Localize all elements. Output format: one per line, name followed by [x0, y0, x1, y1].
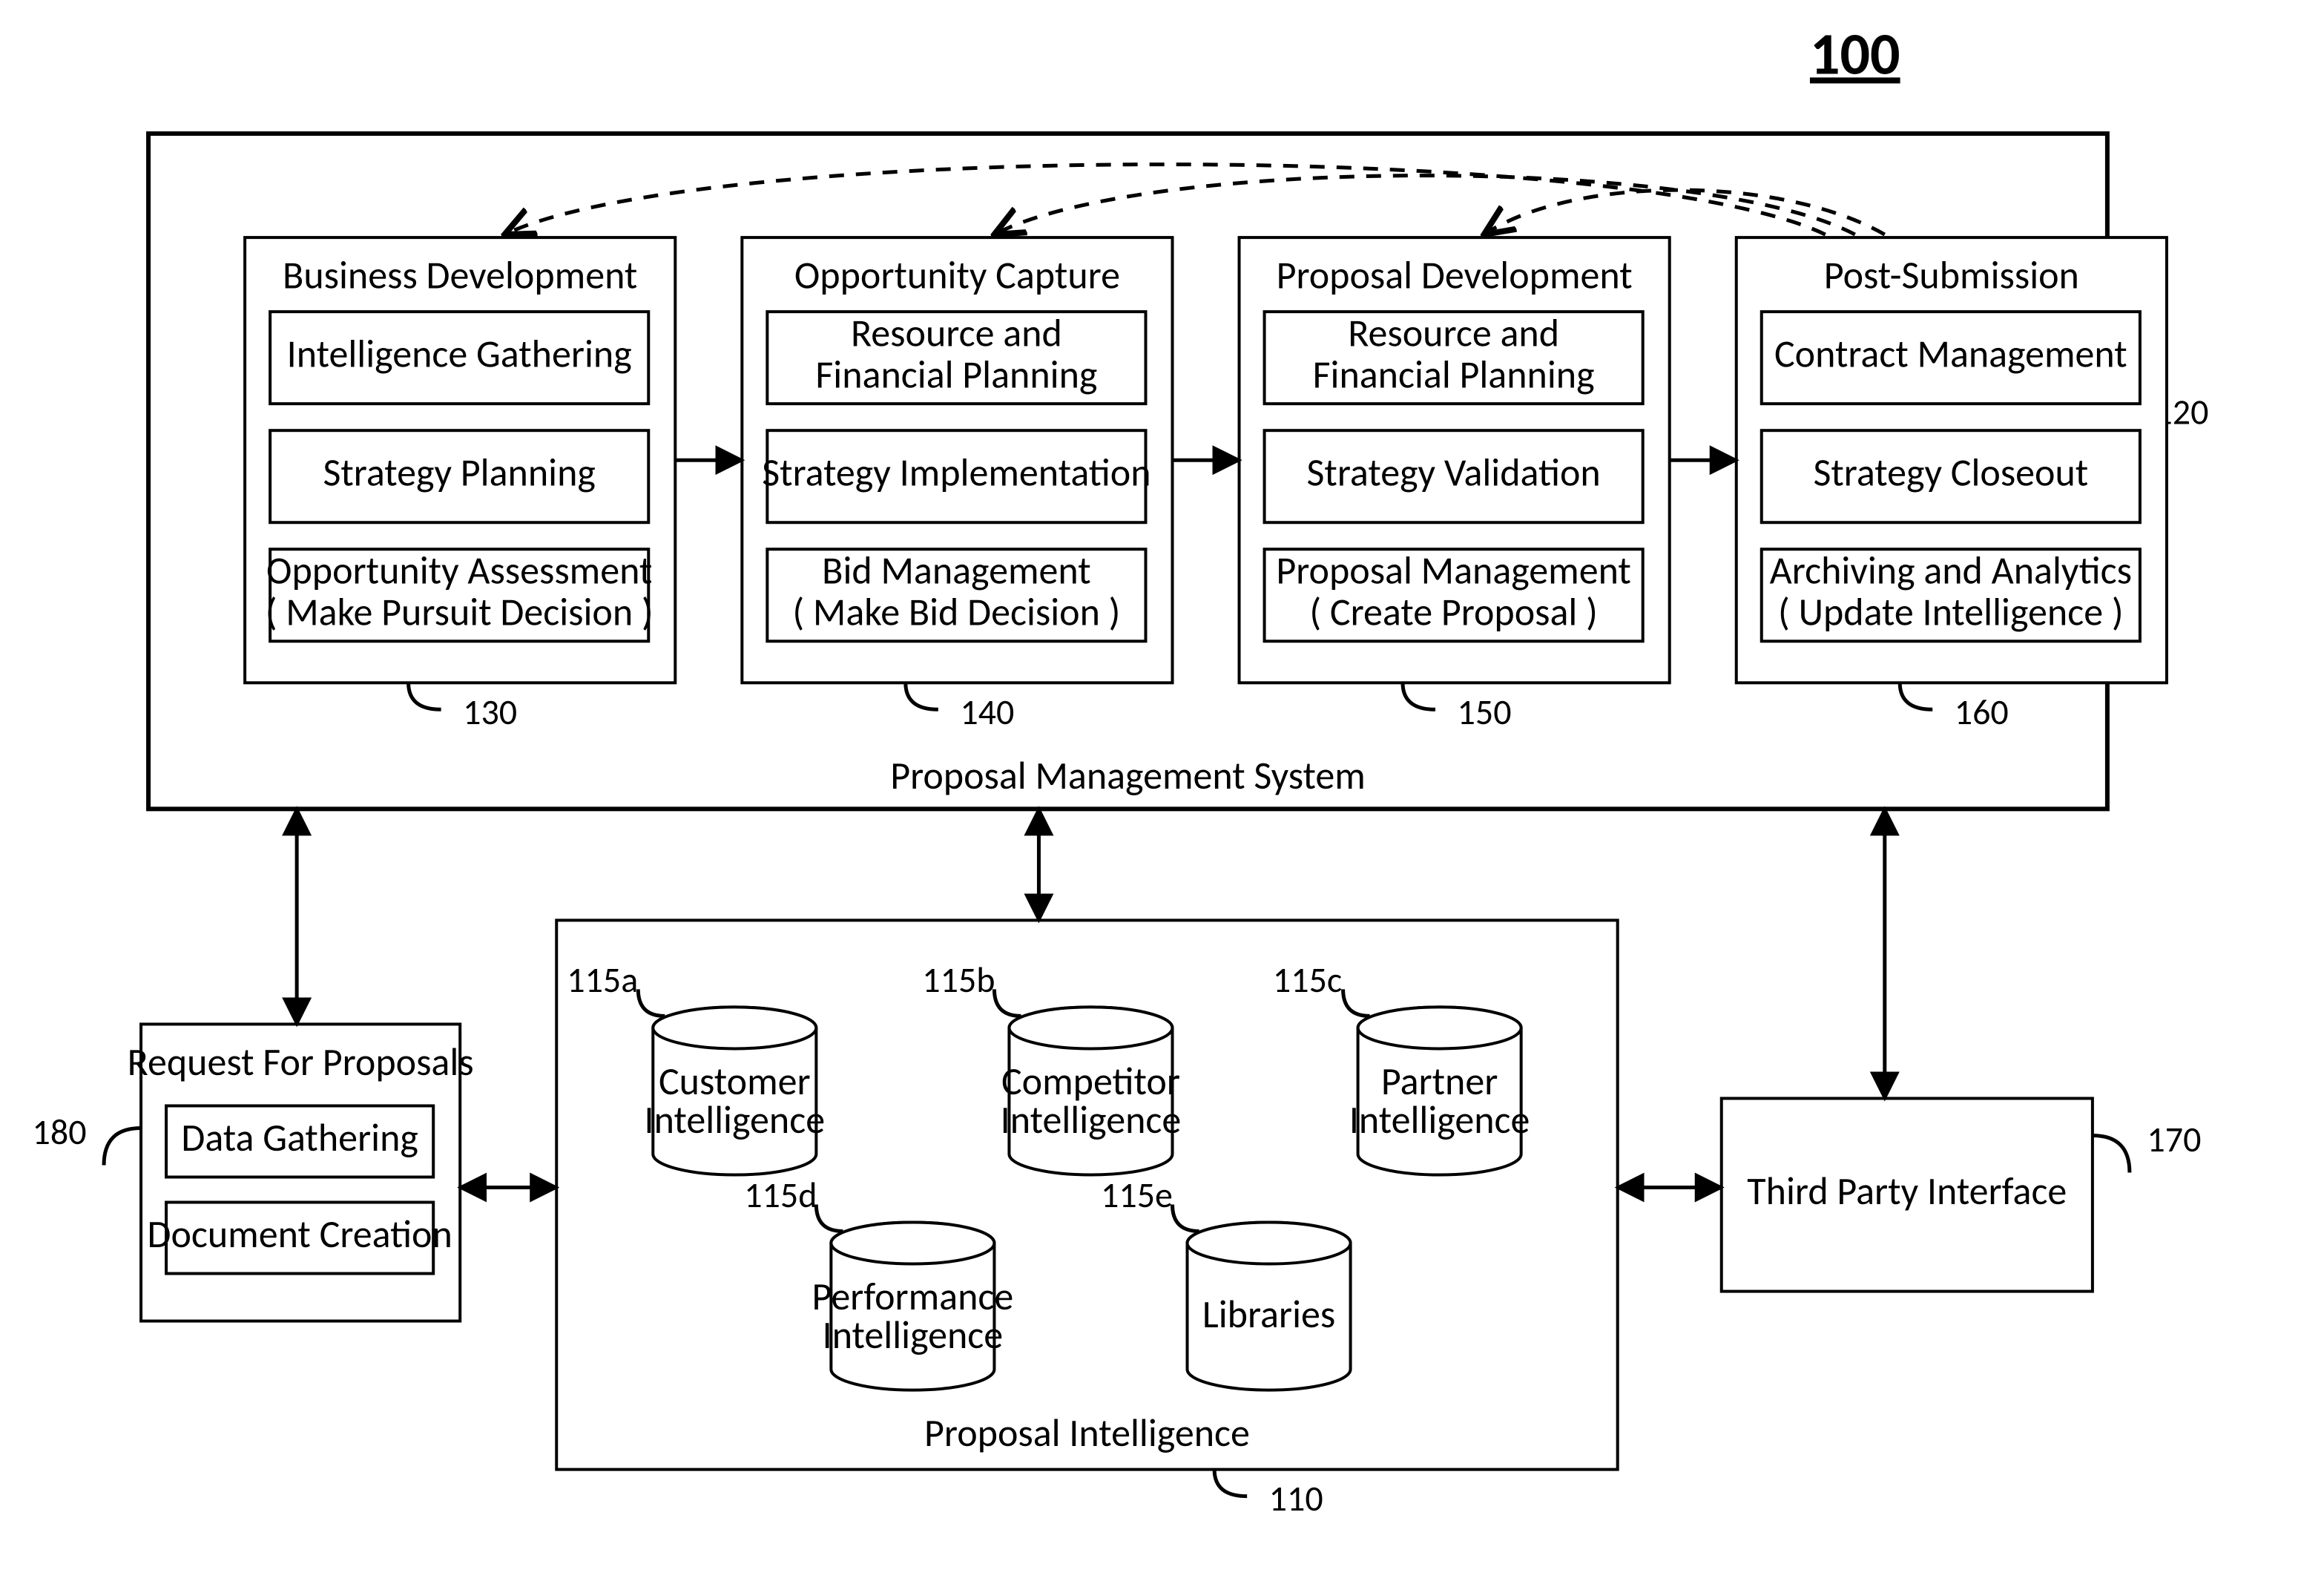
module-item-label: Proposal Management [1276, 547, 1630, 594]
ref-115c: 115c [1273, 958, 1342, 1002]
ref-115a: 115a [567, 958, 638, 1002]
module-item-label: Archiving and Analytics [1770, 547, 2132, 594]
lead-110 [1214, 1470, 1247, 1496]
module-130: Business Development Intelligence Gatheri… [245, 237, 675, 734]
lead-180 [104, 1128, 141, 1165]
ref-170: 170 [2147, 1117, 2201, 1161]
rfp-item-label: Data Gathering [181, 1114, 418, 1161]
figure-number: 100 [1810, 18, 1900, 90]
rfp-item-label: Document Creation [147, 1210, 452, 1258]
module-item-label: Resource and [1348, 309, 1559, 357]
tpi-title: Third Party Interface [1747, 1167, 2067, 1215]
module-item-label: Opportunity Assessment [266, 547, 652, 594]
module-title: Proposal Development [1277, 252, 1633, 299]
module-title: Business Development [283, 252, 637, 299]
module-item-label: ( Make Bid Decision ) [792, 588, 1120, 636]
module-item-label: ( Create Proposal ) [1309, 588, 1598, 636]
module-140: Opportunity Capture Resource andFinancial… [742, 237, 1172, 734]
cylinder-label: Intelligence [1001, 1096, 1182, 1143]
module-item-label: Strategy Closeout [1813, 449, 2088, 496]
module-item-label: Strategy Validation [1307, 449, 1601, 496]
module-item-label: Strategy Planning [323, 449, 596, 496]
module-item-label: Financial Planning [1313, 351, 1595, 398]
cylinder-label: Intelligence [823, 1311, 1004, 1358]
ref-110: 110 [1269, 1476, 1323, 1520]
module-item-label: Resource and [851, 309, 1062, 357]
tpi-box: Third Party Interface 170 [1722, 1098, 2202, 1291]
module-160: Post-Submission Contract Management Strate… [1737, 237, 2167, 734]
module-number: 130 [463, 690, 517, 734]
ref-115e: 115e [1101, 1173, 1173, 1217]
module-item-label: Contract Management [1774, 330, 2127, 378]
cylinder-label: Intelligence [645, 1096, 826, 1143]
diagram-root: 100 Proposal Management System 120 Busin… [0, 0, 2324, 1584]
intel-rect [556, 920, 1617, 1469]
system-label: Proposal Management System [890, 752, 1366, 799]
cylinder-label: Libraries [1202, 1290, 1335, 1338]
module-number: 150 [1458, 690, 1512, 734]
ref-180: 180 [33, 1110, 87, 1154]
module-title: Opportunity Capture [794, 252, 1120, 299]
module-title: Post-Submission [1824, 252, 2079, 299]
module-item-label: Intelligence Gathering [287, 330, 632, 378]
module-item-label: Financial Planning [815, 351, 1097, 398]
module-item-label: Bid Management [822, 547, 1090, 594]
cylinder-label: Intelligence [1349, 1096, 1530, 1143]
ref-115b: 115b [922, 958, 995, 1002]
intel-title: Proposal Intelligence [924, 1409, 1250, 1456]
rfp-box: Request For Proposals Data Gathering Docum… [33, 1024, 474, 1321]
rfp-title: Request For Proposals [128, 1038, 474, 1085]
ref-115d: 115d [744, 1173, 817, 1217]
module-item-label: Strategy Implementation [762, 449, 1151, 496]
module-item-label: ( Update Intelligence ) [1778, 588, 2124, 636]
module-150: Proposal Development Resource andFinancia… [1240, 237, 1670, 734]
module-item-label: ( Make Pursuit Decision ) [266, 588, 654, 636]
lead-170 [2093, 1135, 2130, 1172]
module-number: 160 [1955, 690, 2009, 734]
module-number: 140 [960, 690, 1014, 734]
intel-box: Proposal Intelligence110CustomerIntellig… [556, 920, 1617, 1520]
